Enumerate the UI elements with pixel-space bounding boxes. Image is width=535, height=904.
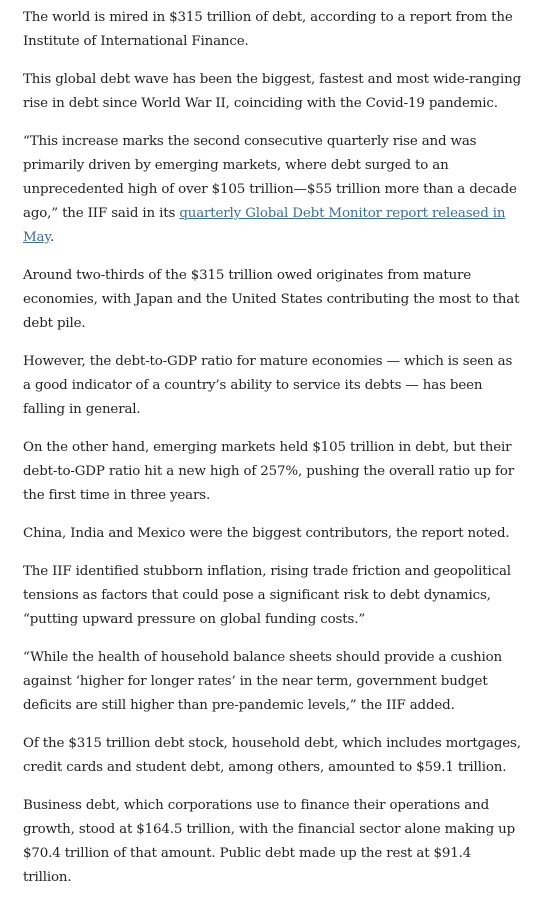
paragraph-risk-factors: The IIF identified stubborn inflation, r… — [23, 564, 511, 627]
paragraph-household-debt: Of the $315 trillion debt stock, househo… — [23, 736, 521, 775]
paragraph-emerging-markets: On the other hand, emerging markets held… — [23, 440, 514, 503]
paragraph-biggest-contributors: China, India and Mexico were the biggest… — [23, 526, 510, 541]
paragraph-mature-economies: Around two-thirds of the $315 trillion o… — [23, 268, 520, 331]
paragraph-iif-quote-end: . — [50, 230, 55, 245]
paragraph-debt-wave: This global debt wave has been the bigge… — [23, 72, 521, 111]
paragraph-business-debt: Business debt, which corporations use to… — [23, 798, 516, 885]
paragraph-debt-total: The world is mired in $315 trillion of d… — [23, 10, 513, 49]
paragraph-debt-to-gdp: However, the debt-to-GDP ratio for matur… — [23, 354, 513, 417]
paragraph-iif-quote: “This increase marks the second consecut… — [23, 130, 523, 250]
paragraph-iif-quote-text: “This increase marks the second consecut… — [23, 134, 517, 221]
paragraph-household-quote: “While the health of household balance s… — [23, 650, 503, 713]
article-body: The world is mired in $315 trillion of d… — [23, 6, 523, 904]
global-debt-monitor-link[interactable]: quarterly Global Debt Monitor report rel… — [23, 206, 506, 245]
